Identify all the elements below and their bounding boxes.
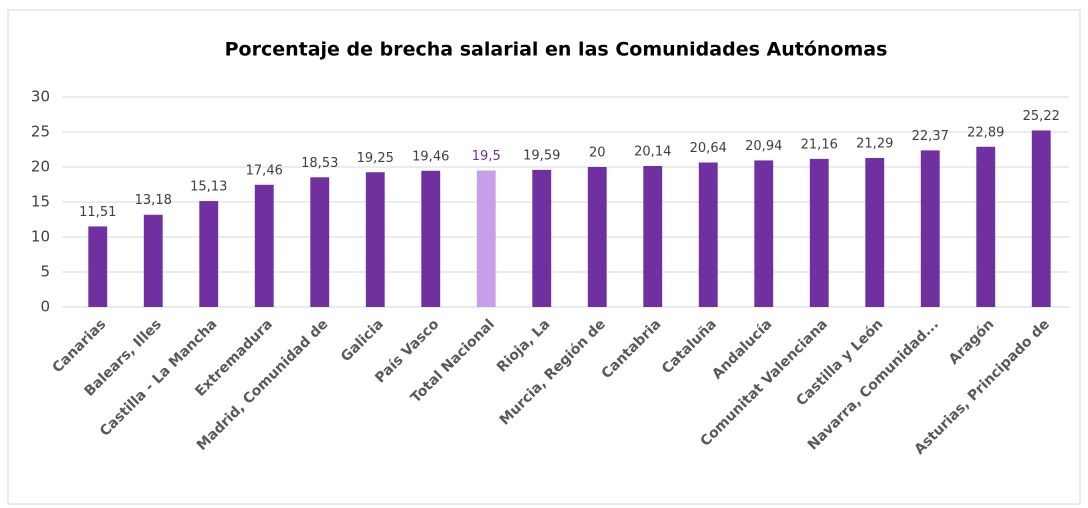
value-label: 13,18 (135, 193, 172, 208)
bar (587, 167, 607, 307)
bar (865, 157, 885, 307)
bar (698, 162, 718, 307)
bar (809, 158, 829, 307)
bar (476, 170, 496, 307)
bar (143, 214, 163, 307)
y-tick-label: 30 (31, 88, 50, 106)
value-label: 22,89 (967, 125, 1004, 140)
value-label: 18,53 (301, 156, 338, 171)
chart-title: Porcentaje de brecha salarial en las Com… (225, 39, 888, 61)
value-label: 20,64 (690, 141, 727, 156)
bar (88, 226, 108, 307)
y-tick-label: 20 (31, 158, 50, 176)
bar (532, 169, 552, 307)
bar (421, 170, 441, 307)
bar (254, 184, 274, 307)
value-label: 21,29 (856, 136, 893, 151)
bar (1031, 130, 1051, 307)
bar (310, 177, 330, 307)
y-tick-label: 10 (31, 228, 50, 246)
value-label: 21,16 (801, 137, 838, 152)
value-label: 20 (589, 146, 606, 161)
value-label: 17,46 (246, 163, 283, 178)
bar (920, 150, 940, 307)
value-label: 19,46 (412, 149, 449, 164)
value-label: 19,25 (357, 151, 394, 166)
value-label: 25,22 (1023, 109, 1060, 124)
value-label: 15,13 (190, 180, 227, 195)
bar (199, 201, 219, 307)
value-label: 11,51 (79, 205, 116, 220)
value-label: 20,14 (634, 145, 671, 160)
value-label: 19,59 (523, 148, 560, 163)
value-label: 22,37 (912, 129, 949, 144)
bar (976, 146, 996, 307)
bar (754, 160, 774, 307)
bar (365, 172, 385, 307)
y-tick-label: 25 (31, 123, 50, 141)
y-tick-label: 0 (40, 298, 50, 316)
value-label: 19,5 (472, 149, 501, 164)
y-tick-label: 15 (31, 193, 50, 211)
y-tick-label: 5 (40, 263, 50, 281)
bar (643, 166, 663, 307)
value-label: 20,94 (745, 139, 782, 154)
